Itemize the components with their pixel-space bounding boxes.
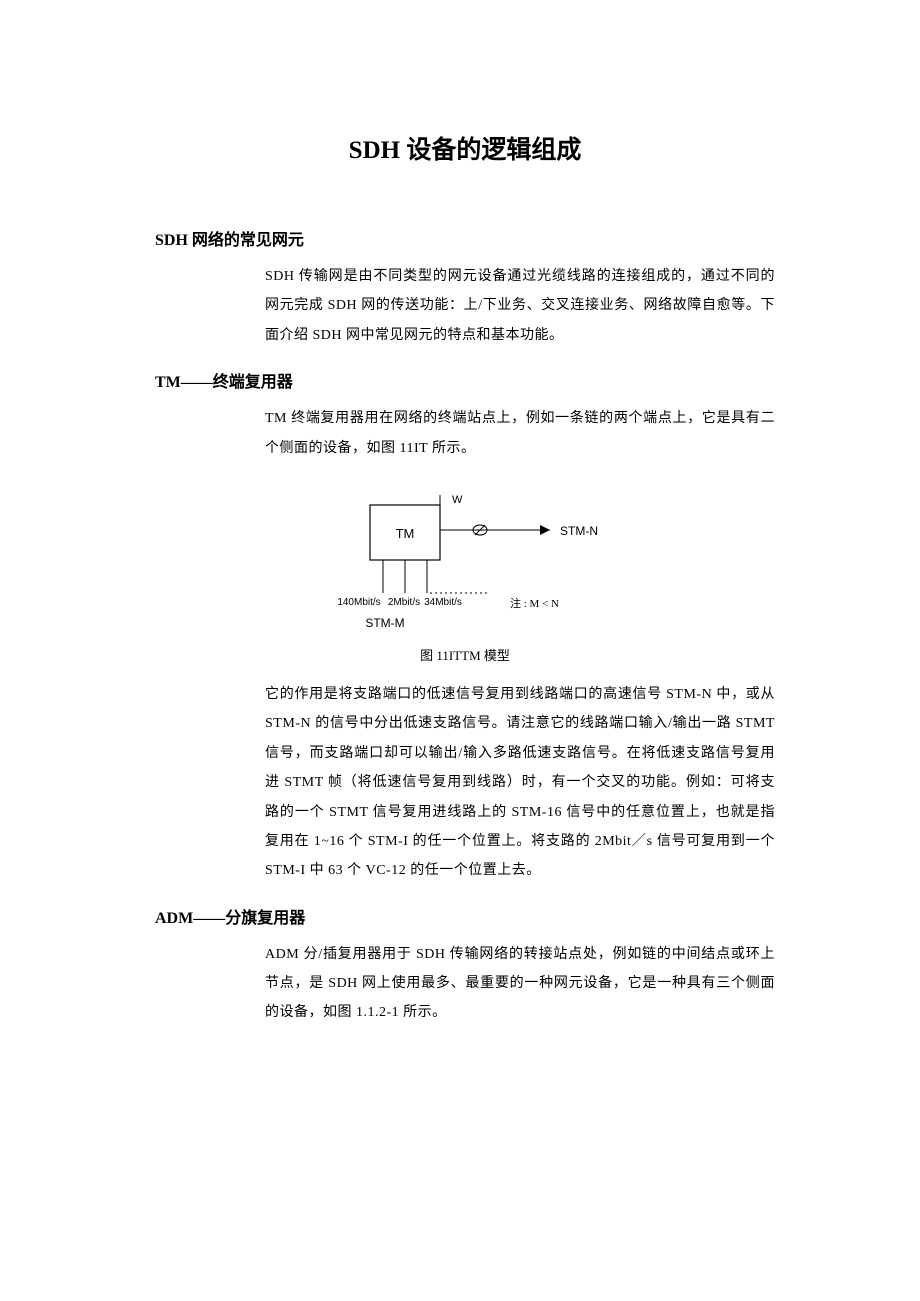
stm-n-label: STM-N: [560, 524, 598, 538]
section-2-para-1: TM 终端复用器用在网络的终端站点上，例如一条链的两个端点上，它是具有二个侧面的…: [265, 404, 775, 463]
section-heading-3: ADM——分旗复用器: [155, 904, 775, 928]
document-title: SDH 设备的逻辑组成: [155, 130, 775, 166]
tm-box-label: TM: [396, 526, 415, 541]
w-label: W: [452, 494, 463, 506]
section-heading-2: TM——终端复用器: [155, 368, 775, 392]
stm-m-label: STM-M: [365, 616, 404, 630]
trib-label-3: 34Mbit/s: [424, 597, 462, 608]
section-2-para-2: 它的作用是将支路端口的低速信号复用到线路端口的高速信号 STM-N 中，或从 S…: [265, 680, 775, 886]
section-1-para-1: SDH 传输网是由不同类型的网元设备通过光缆线路的连接组成的，通过不同的网元完成…: [265, 262, 775, 350]
trib-label-1: 140Mbit/s: [337, 597, 380, 608]
tm-diagram-svg: TM W STM-N 140Mbit/s 2Mbit/s 34Mbit/s 注: [315, 485, 615, 635]
figure-tm-model: TM W STM-N 140Mbit/s 2Mbit/s 34Mbit/s 注: [315, 485, 615, 635]
arrowhead: [540, 525, 550, 535]
section-heading-1: SDH 网络的常见网元: [155, 226, 775, 250]
figure-caption: 图 11ITTM 模型: [155, 645, 775, 664]
page-root: SDH 设备的逻辑组成 SDH 网络的常见网元 SDH 传输网是由不同类型的网元…: [0, 0, 920, 1088]
trib-label-2: 2Mbit/s: [388, 597, 420, 608]
section-3-para-1: ADM 分/插复用器用于 SDH 传输网络的转接站点处，例如链的中间结点或环上节…: [265, 940, 775, 1028]
figure-note: 注 : M < N: [510, 596, 559, 610]
